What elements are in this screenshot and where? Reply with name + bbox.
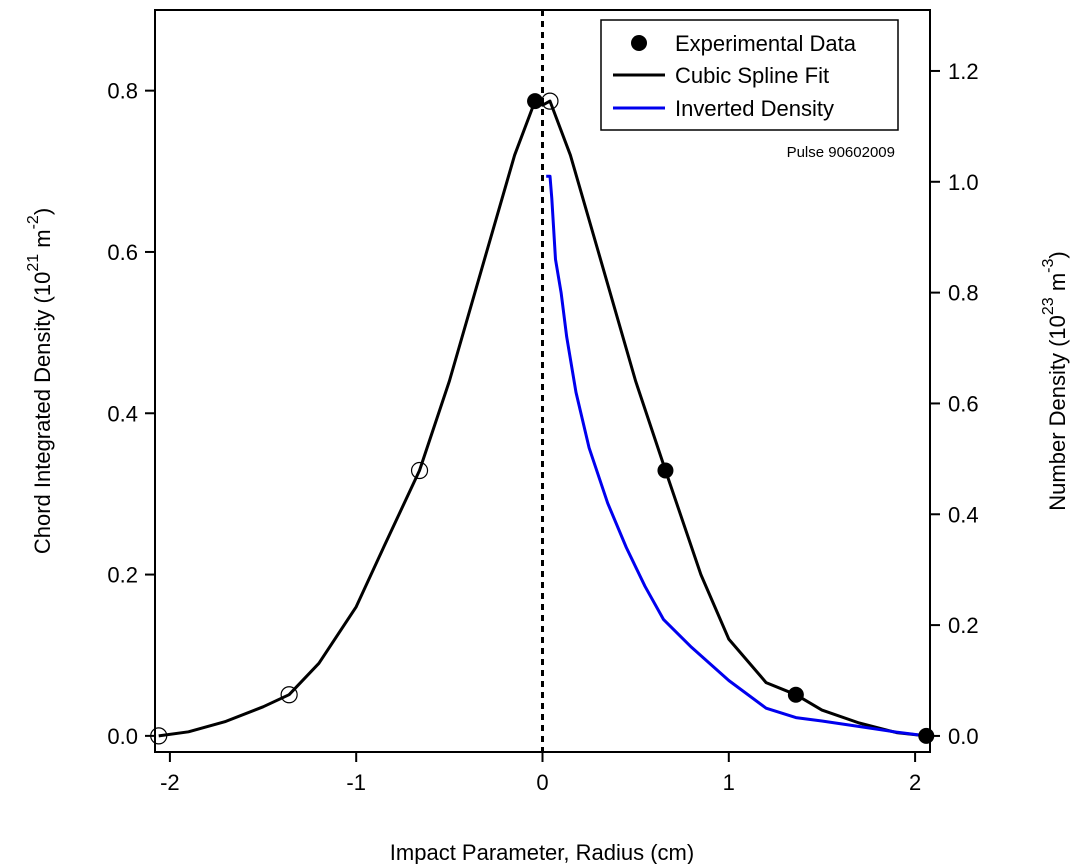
- y-right-tick-label: 0.8: [948, 281, 979, 306]
- y-axis-left-title: Chord Integrated Density (1021 m-2): [25, 208, 55, 554]
- experimental-data-point: [918, 727, 935, 744]
- y-left-title-mid: m: [30, 229, 55, 253]
- series-line-inverted-density: [546, 174, 927, 738]
- y-left-tick-label: 0.8: [107, 79, 138, 104]
- y-right-tick-label: 0.4: [948, 502, 979, 527]
- pulse-annotation: Pulse 90602009: [787, 144, 895, 161]
- experimental-data-point: [657, 462, 674, 479]
- x-axis: -2 -1 0 1 2: [160, 752, 921, 795]
- x-tick-label: 2: [909, 770, 921, 795]
- y-left-title-main: Chord Integrated Density (10: [30, 272, 55, 555]
- y-axis-right: 0.0 0.2 0.4 0.6 0.8 1.0 1.2: [930, 59, 979, 749]
- y-axis-right-title: Number Density (1023 m-3): [1040, 251, 1070, 510]
- y-left-tick-label: 0.4: [107, 401, 138, 426]
- y-right-tick-label: 1.2: [948, 59, 979, 84]
- y-right-tick-label: 0.6: [948, 391, 979, 416]
- experimental-data-point: [787, 686, 804, 703]
- series-layer: [150, 92, 935, 745]
- x-tick-label: 1: [723, 770, 735, 795]
- legend-label-cubic-spline-fit: Cubic Spline Fit: [675, 63, 829, 88]
- legend: Experimental Data Cubic Spline Fit Inver…: [600, 19, 899, 131]
- y-right-tick-label: 0.2: [948, 613, 979, 638]
- x-tick-label: 0: [536, 770, 548, 795]
- y-right-tick-label: 1.0: [948, 170, 979, 195]
- experimental-data-point: [527, 93, 544, 110]
- y-left-tick-label: 0.2: [107, 563, 138, 588]
- y-left-tick-label: 0.6: [107, 240, 138, 265]
- y-right-title-exp2: -3: [1040, 259, 1057, 273]
- legend-label-experimental-data: Experimental Data: [675, 31, 857, 56]
- y-right-tick-label: 0.0: [948, 724, 979, 749]
- open-data-point: [280, 686, 298, 704]
- x-tick-label: -2: [160, 770, 180, 795]
- y-right-title-main: Number Density (10: [1045, 315, 1070, 511]
- y-left-title-end: ): [30, 208, 55, 215]
- legend-marker-experimental-data: [631, 35, 647, 51]
- open-data-point: [410, 461, 429, 480]
- legend-label-inverted-density: Inverted Density: [675, 96, 834, 121]
- y-right-title-mid: m: [1045, 273, 1070, 297]
- x-axis-title: Impact Parameter, Radius (cm): [390, 840, 694, 864]
- y-right-title-exp1: 23: [1040, 297, 1057, 315]
- y-left-title-exp1: 21: [25, 254, 42, 272]
- y-axis-left: 0.0 0.2 0.4 0.6 0.8: [107, 79, 155, 749]
- x-tick-label: -1: [346, 770, 366, 795]
- y-right-title-end: ): [1045, 251, 1070, 258]
- y-left-title-exp2: -2: [25, 215, 42, 229]
- y-left-tick-label: 0.0: [107, 724, 138, 749]
